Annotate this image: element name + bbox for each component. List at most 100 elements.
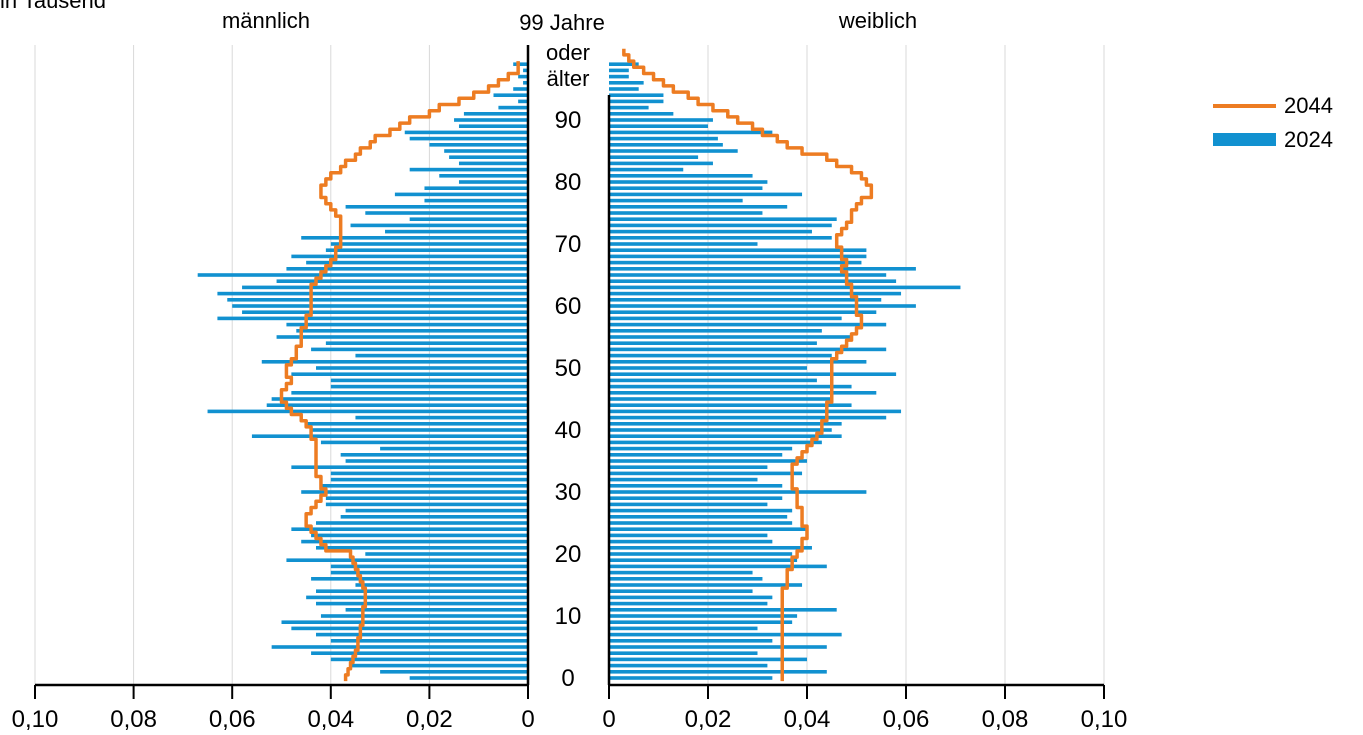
bar-2024-male — [197, 273, 528, 277]
bar-2024-male — [355, 353, 528, 358]
bar-2024-male — [232, 304, 528, 308]
x-tick-label-female: 0,04 — [784, 706, 831, 733]
bar-2024-male — [330, 657, 528, 662]
bar-2024-male — [306, 260, 528, 265]
bar-2024-female — [609, 372, 897, 376]
bar-2024-female — [609, 521, 793, 525]
age-tick-label: 10 — [555, 603, 582, 630]
bar-2024-female — [609, 620, 793, 624]
bar-2024-female — [609, 322, 887, 327]
panel-label-male: männlich — [222, 8, 310, 33]
x-tick-label-female: 0,08 — [982, 706, 1029, 733]
bar-2024-male — [340, 453, 528, 457]
bar-2024-male — [498, 105, 528, 110]
bar-2024-female — [609, 583, 803, 587]
bar-2024-male — [345, 608, 528, 612]
age-top-label-line-2: oder — [546, 40, 590, 65]
bar-2024-male — [296, 329, 528, 333]
bar-2024-female — [609, 676, 773, 680]
age-tick-label: 50 — [555, 355, 582, 382]
bar-2024-male — [316, 546, 528, 550]
bar-2024-male — [291, 391, 528, 395]
age-top-label-line-1: 99 Jahre — [519, 10, 605, 35]
bar-2024-female — [609, 577, 763, 581]
bar-2024-female — [609, 496, 783, 500]
bar-2024-male — [301, 539, 528, 544]
bar-2024-male — [424, 198, 528, 203]
age-tick-label: 40 — [555, 417, 582, 444]
bar-2024-female — [609, 657, 807, 662]
bar-2024-male — [281, 620, 528, 624]
bar-2024-male — [316, 601, 528, 606]
bar-2024-female — [609, 378, 817, 383]
bar-2024-male — [217, 291, 528, 296]
bar-2024-male — [311, 533, 528, 538]
bar-2024-female — [609, 366, 807, 370]
bar-2024-male — [301, 490, 528, 494]
bar-2024-female — [609, 614, 798, 618]
bar-2024-male — [458, 161, 528, 166]
bar-2024-female — [609, 490, 867, 494]
bar-2024-female — [609, 428, 832, 432]
bar-2024-male — [316, 366, 528, 370]
bar-2024-male — [291, 527, 528, 531]
bar-2024-female — [609, 62, 639, 66]
bar-2024-male — [330, 570, 528, 575]
bar-2024-female — [609, 570, 753, 575]
bar-2024-female — [609, 310, 877, 314]
bar-2024-male — [271, 397, 528, 401]
bar-2024-male — [271, 645, 528, 649]
bar-2024-male — [276, 335, 528, 339]
bar-2024-male — [276, 279, 528, 283]
bar-2024-male — [350, 663, 528, 668]
bar-2024-female — [609, 465, 768, 469]
bar-2024-female — [609, 403, 852, 407]
bar-2024-female — [609, 155, 699, 159]
bar-2024-female — [609, 161, 713, 166]
bar-2024-male — [385, 229, 528, 234]
bar-2024-male — [493, 93, 528, 97]
bar-2024-female — [609, 285, 961, 290]
age-tick-label: 0 — [561, 665, 574, 692]
bar-2024-female — [609, 645, 827, 649]
bar-2024-female — [609, 527, 807, 531]
age-tick-label: 90 — [555, 107, 582, 134]
legend-label-2044: 2044 — [1284, 93, 1333, 118]
line-2044-male — [279, 61, 520, 682]
bar-2024-male — [251, 434, 529, 438]
bar-2024-female — [609, 130, 773, 135]
bar-2024-female — [609, 453, 783, 457]
axes — [34, 45, 1105, 699]
bar-2024-male — [301, 236, 528, 240]
bar-2024-male — [365, 552, 528, 556]
bar-2024-male — [523, 68, 528, 73]
age-top-label-line-3: älter — [547, 66, 590, 91]
bar-2024-male — [345, 459, 528, 463]
bar-2024-male — [523, 81, 528, 85]
age-tick-label: 20 — [555, 541, 582, 568]
bar-2024-male — [316, 589, 528, 593]
bar-2024-male — [409, 167, 528, 172]
age-tick-label: 30 — [555, 479, 582, 506]
bar-2024-female — [609, 118, 713, 122]
bar-2024-male — [320, 484, 528, 488]
bar-2024-male — [330, 477, 528, 482]
bar-2024-male — [330, 384, 528, 389]
bar-2024-female — [609, 186, 763, 190]
bar-2024-female — [609, 87, 639, 91]
bar-2024-female — [609, 353, 832, 358]
bar-2024-male — [291, 254, 528, 259]
bar-2024-female — [609, 149, 738, 153]
x-tick-label-male: 0,10 — [12, 706, 59, 733]
bar-2024-female — [609, 81, 644, 85]
line-2044-female — [622, 48, 874, 682]
bar-2024-female — [609, 124, 708, 128]
bar-2024-female — [609, 651, 758, 655]
bar-2024-male — [286, 558, 528, 562]
bar-2024-male — [424, 186, 528, 190]
age-tick-label: 60 — [555, 293, 582, 320]
bar-2024-female — [609, 74, 629, 79]
bar-2024-female — [609, 515, 788, 519]
bar-2024-male — [325, 248, 528, 252]
